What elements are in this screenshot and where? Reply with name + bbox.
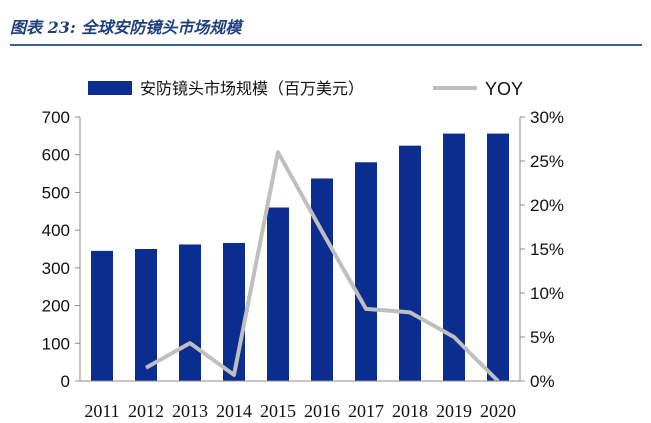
bar-series xyxy=(91,133,509,381)
left-axis-tick-label: 100 xyxy=(42,334,70,353)
left-axis-tick-label: 300 xyxy=(42,259,70,278)
left-axis-tick-label: 600 xyxy=(42,146,70,165)
bar-2013 xyxy=(179,244,201,381)
right-axis-tick-label: 10% xyxy=(530,284,564,303)
right-axis-tick-label: 20% xyxy=(530,196,564,215)
bar-2014 xyxy=(223,242,245,381)
left-axis: 0 100 200 300 400 500 600 700 xyxy=(42,108,81,391)
x-axis-tick-label: 2014 xyxy=(216,401,252,421)
right-axis-tick-label: 25% xyxy=(530,152,564,171)
bar-2019 xyxy=(443,133,465,381)
left-axis-tick-label: 0 xyxy=(61,372,70,391)
right-axis-tick-label: 15% xyxy=(530,240,564,259)
x-axis-tick-label: 2018 xyxy=(392,401,428,421)
right-axis-tick-label: 5% xyxy=(530,328,555,347)
caption-rule xyxy=(10,44,642,46)
x-axis-tick-label: 2017 xyxy=(348,401,384,421)
right-axis: 0% 5% 10% 15% 20% 25% 30% xyxy=(519,108,564,391)
legend-line-label: YOY xyxy=(485,79,523,99)
bar-2012 xyxy=(135,249,157,381)
legend-bar-swatch xyxy=(88,81,132,95)
bar-2020 xyxy=(487,133,509,381)
x-axis-tick-label: 2015 xyxy=(260,401,296,421)
right-axis-tick-label: 0% xyxy=(530,372,555,391)
x-axis-tick-label: 2011 xyxy=(84,401,119,421)
left-axis-tick-label: 500 xyxy=(42,183,70,202)
figure-caption: 图表 23: 全球安防镜头市场规模 xyxy=(10,18,242,37)
legend-bar-label: 安防镜头市场规模（百万美元） xyxy=(140,79,364,98)
legend: 安防镜头市场规模（百万美元） YOY xyxy=(88,79,523,99)
left-axis-tick-label: 400 xyxy=(42,221,70,240)
x-axis-tick-label: 2020 xyxy=(480,401,516,421)
x-axis-tick-label: 2012 xyxy=(128,401,164,421)
right-axis-tick-label: 30% xyxy=(530,108,564,127)
bar-2018 xyxy=(399,145,421,381)
left-axis-tick-label: 200 xyxy=(42,297,70,316)
bar-2015 xyxy=(267,207,289,381)
x-axis-tick-label: 2019 xyxy=(436,401,472,421)
x-axis-tick-label: 2016 xyxy=(304,401,340,421)
bar-2016 xyxy=(311,178,333,381)
bar-2011 xyxy=(91,250,113,381)
left-axis-tick-label: 700 xyxy=(42,108,70,127)
x-axis-tick-label: 2013 xyxy=(172,401,208,421)
x-axis: 2011 2012 2013 2014 2015 2016 2017 2018 2019 2020 xyxy=(80,380,520,421)
bar-2017 xyxy=(355,162,377,381)
